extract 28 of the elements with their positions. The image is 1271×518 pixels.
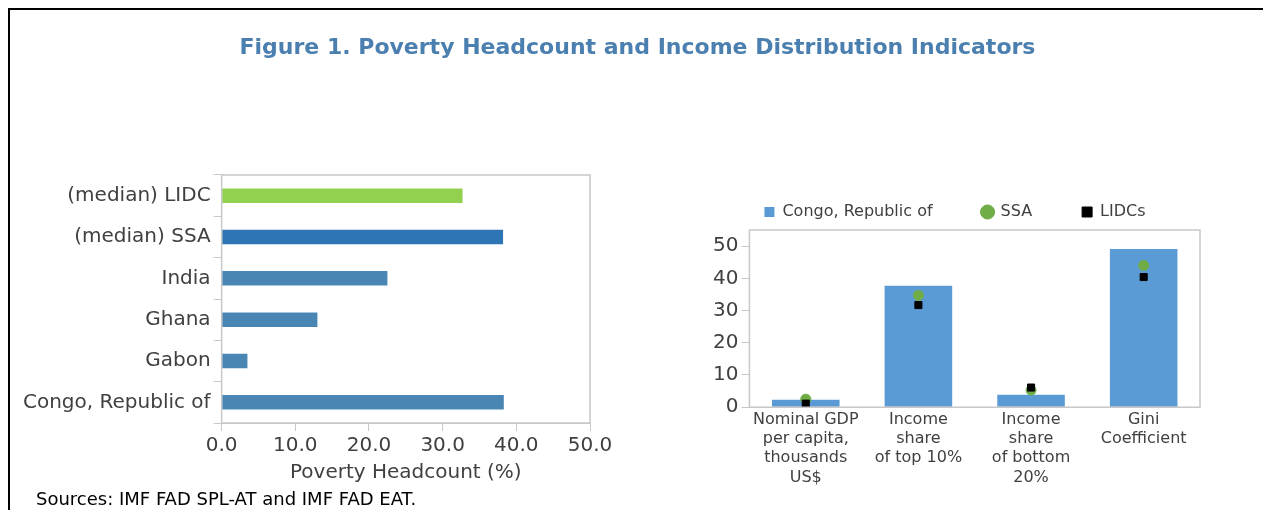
legend-label: LIDCs (1100, 201, 1146, 221)
y-tick-label: (median) SSA (74, 223, 211, 248)
y-tick-label: 40 (713, 264, 739, 289)
y-tick-label: Ghana (145, 305, 211, 330)
source-note: Sources: IMF FAD SPL-AT and IMF FAD EAT. (36, 488, 417, 509)
x-tick-label: Income share of top 10% (874, 408, 963, 467)
x-tick-label: 0.0 (205, 432, 238, 457)
x-tick-label: 10.0 (273, 432, 318, 457)
legend-label: Congo, Republic of (782, 201, 933, 221)
x-tick-label: Nominal GDP per capita, thousands US$ (752, 408, 859, 486)
y-tick-label: 20 (713, 328, 739, 353)
y-tick-label: Gabon (145, 347, 211, 372)
x-tick-label: Gini Coefficient (1100, 408, 1187, 448)
x-tick-label: 30.0 (420, 432, 465, 457)
x-axis-title: Poverty Headcount (%) (289, 459, 522, 484)
text: Figure 1. Poverty Headcount and Income Distribution Indicators (238, 34, 1037, 59)
y-tick-label: 30 (713, 296, 739, 321)
y-tick-label: Congo, Republic of (23, 388, 212, 413)
y-tick-label: 0 (725, 393, 739, 418)
x-tick-label: 50.0 (567, 432, 613, 457)
y-tick-label: 50 (713, 232, 739, 257)
x-tick-label: 40.0 (494, 432, 539, 457)
y-tick-label: India (161, 264, 211, 289)
y-tick-label: 10 (713, 361, 739, 386)
legend-label: SSA (1000, 201, 1033, 221)
x-tick-label: Income share of bottom 20% (991, 408, 1071, 486)
y-tick-label: (median) LIDC (67, 181, 211, 206)
x-tick-label: 20.0 (346, 432, 392, 457)
